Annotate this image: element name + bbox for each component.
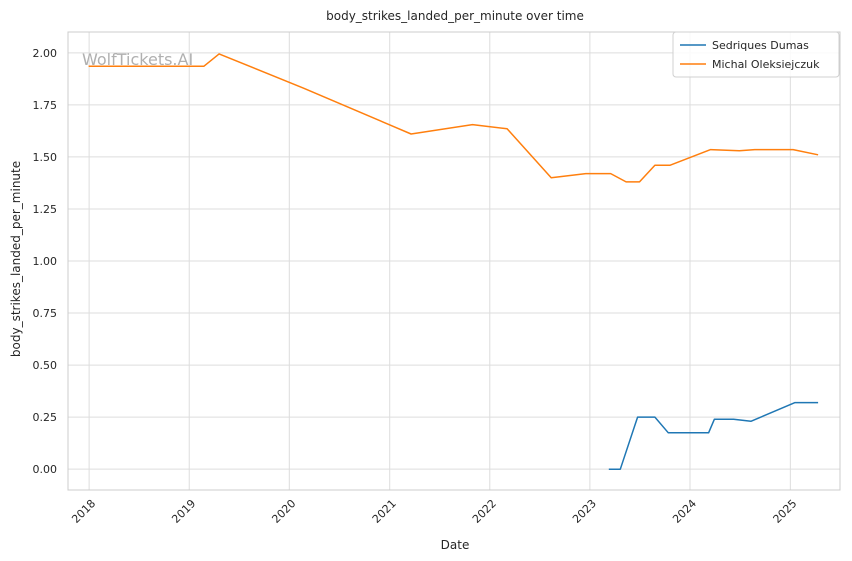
legend-label-sedriques-dumas: Sedriques Dumas: [712, 39, 809, 52]
x-axis-title: Date: [441, 538, 470, 552]
series-layer: [88, 53, 819, 470]
series-line-sedriques-dumas: [608, 401, 819, 470]
y-tick-label: 1.75: [33, 99, 58, 112]
y-tick-label: 1.25: [33, 203, 58, 216]
watermark-text: WolfTickets.AI: [82, 50, 193, 69]
legend: Sedriques Dumas Michal Oleksiejczuk: [672, 31, 840, 78]
y-tick-label: 1.00: [33, 255, 58, 268]
legend-box: [672, 31, 840, 78]
chart-title: body_strikes_landed_per_minute over time: [326, 9, 584, 23]
y-tick-label: 2.00: [33, 47, 58, 60]
series-line-michal-oleksiejczuk: [88, 53, 819, 183]
y-tick-label: 0.50: [33, 359, 58, 372]
grid-lines: [68, 32, 840, 490]
y-tick-label: 0.75: [33, 307, 58, 320]
y-axis: 0.00 0.25 0.50 0.75 1.00 1.25 1.50 1.75 2.00: [33, 47, 58, 476]
y-tick-label: 1.50: [33, 151, 58, 164]
y-axis-title: body_strikes_landed_per_minute: [9, 161, 23, 357]
y-tick-label: 0.00: [33, 463, 58, 476]
y-tick-label: 0.25: [33, 411, 58, 424]
legend-label-michal-oleksiejczuk: Michal Oleksiejczuk: [712, 58, 820, 71]
plot-frame: [67, 31, 841, 491]
